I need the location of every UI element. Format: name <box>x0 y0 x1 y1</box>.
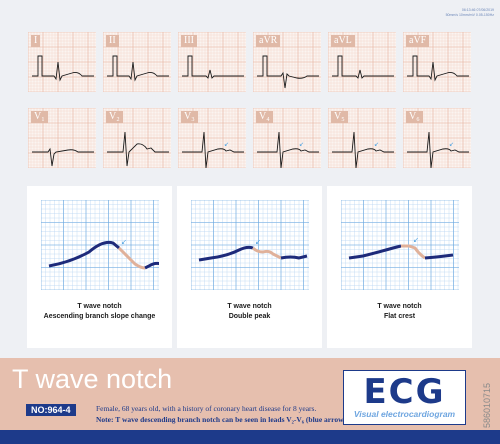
notch-arrow-icon: ↙ <box>374 142 379 148</box>
notch-arrow-icon: ↙ <box>255 239 261 246</box>
ecg-trace <box>107 131 169 167</box>
detail-card-1: ↙ T wave notch Double peak <box>177 186 322 348</box>
ecg-trace <box>332 55 394 79</box>
lead-label: III <box>181 35 197 47</box>
page-title: T wave notch <box>12 364 173 394</box>
notch-arrow-icon: ↙ <box>449 142 454 148</box>
notch-arrow-icon: ↙ <box>299 142 304 148</box>
limb-lead-panel-4: aVL <box>327 31 396 93</box>
ecg-trace-tail <box>424 253 454 260</box>
ecg-trace <box>32 55 94 82</box>
limb-lead-panel-2: III <box>177 31 246 93</box>
detail-caption-subtitle: Flat crest <box>383 313 416 320</box>
ecg-trace-notch <box>117 246 146 270</box>
limb-lead-panel-5: aVF <box>402 31 471 93</box>
case-description: Female, 68 years old, with a history of … <box>96 404 317 413</box>
detail-caption-title: T wave notch <box>377 303 422 310</box>
logo-text: ECG <box>363 372 446 412</box>
chest-lead-panel-5: ↙ V₆ <box>402 107 471 169</box>
lead-label: aVR <box>256 35 281 47</box>
notch-arrow-icon: ↙ <box>121 239 127 246</box>
case-note: Note: T wave descending branch notch can… <box>96 415 348 424</box>
chest-lead-panel-0: V₁ <box>27 107 96 169</box>
detail-caption-subtitle: Double peak <box>228 313 271 320</box>
logo-subtitle: Visual electrocardiogram <box>353 409 456 419</box>
chest-lead-panel-3: ↙ V₄ <box>252 107 321 169</box>
lead-label: V₂ <box>106 111 123 123</box>
lead-label: aVF <box>406 35 430 47</box>
lead-label: V₅ <box>331 111 348 123</box>
ecg-trace-upstroke <box>348 244 402 260</box>
lead-label: V₁ <box>31 111 48 123</box>
lead-label: aVL <box>331 35 355 47</box>
ecg-trace <box>32 147 94 167</box>
lead-label: V₃ <box>181 111 198 123</box>
limb-lead-panel-0: I <box>27 31 96 93</box>
side-watermark: 586010715 <box>482 383 492 428</box>
detail-caption-subtitle: Aescending branch slope change <box>43 313 156 320</box>
detail-grid: ↙ <box>190 199 309 295</box>
ecg-trace <box>257 55 319 89</box>
ecg-trace <box>107 55 169 82</box>
ecg-trace <box>182 55 244 79</box>
detail-caption-title: T wave notch <box>227 303 272 310</box>
notch-arrow-icon: ↙ <box>224 142 229 148</box>
lead-label: I <box>31 35 41 47</box>
ecg-trace-upstroke <box>198 245 254 262</box>
case-number-badge: NO:964-4 <box>26 404 76 416</box>
ecg-trace-notch <box>251 246 282 260</box>
svg-text:586010715: 586010715 <box>482 383 492 428</box>
chest-lead-panel-4: ↙ V₅ <box>327 107 396 169</box>
ecg-logo: ECG Visual electrocardiogram <box>343 370 466 425</box>
ecg-trace-notch <box>401 244 426 260</box>
bottom-bar <box>0 430 500 444</box>
detail-card-0: ↙ T wave notch Aescending branch slope cha… <box>27 186 172 348</box>
detail-card-2: ↙ T wave notch Flat crest <box>327 186 472 348</box>
detail-grid: ↙ <box>340 199 459 295</box>
lead-label: V₄ <box>256 111 273 123</box>
detail-grid: ↙ <box>40 199 162 295</box>
limb-lead-panel-1: II <box>102 31 171 93</box>
ecg-trace-upstroke <box>48 240 120 268</box>
chest-lead-panel-1: V₂ <box>102 107 171 169</box>
lead-label: II <box>106 35 119 47</box>
detail-caption-title: T wave notch <box>77 303 122 310</box>
recording-meta: 06:13:46 07/06/2019 50mm/s 10mm/mV 0.05-1… <box>445 8 494 17</box>
ecg-trace-tail <box>280 254 308 260</box>
chest-lead-panel-2: ↙ V₃ <box>177 107 246 169</box>
limb-lead-panel-3: aVR <box>252 31 321 93</box>
notch-arrow-icon: ↙ <box>413 237 419 244</box>
lead-label: V₆ <box>406 111 423 123</box>
ecg-trace <box>407 55 469 82</box>
